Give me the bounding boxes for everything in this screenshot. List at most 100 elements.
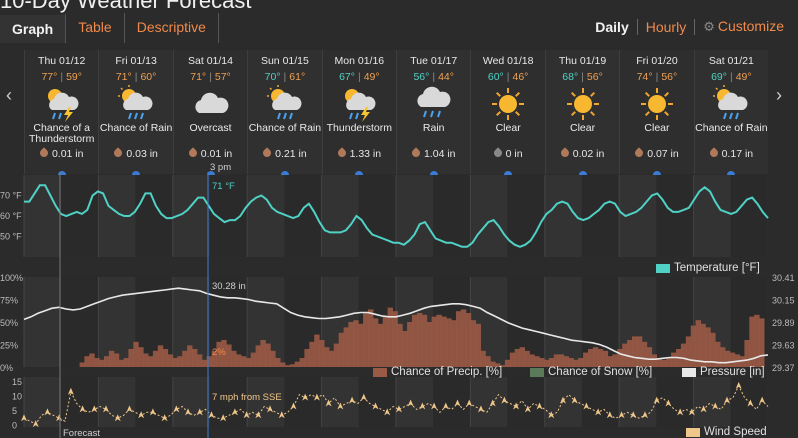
precip-bar bbox=[270, 350, 276, 367]
prev-arrow-icon[interactable]: ‹ bbox=[6, 85, 12, 105]
temp-separator: | bbox=[283, 71, 287, 83]
day-precip: 0 in bbox=[471, 147, 544, 160]
precip-bar bbox=[416, 313, 423, 367]
wind-tick-label: 15 bbox=[12, 377, 22, 387]
wind-tick-label: 10 bbox=[12, 392, 22, 402]
night-shade bbox=[358, 175, 396, 257]
temperature-tick-label: 50 °F bbox=[0, 232, 22, 242]
day-date: Fri 01/13 bbox=[115, 55, 157, 67]
raindrop-icon bbox=[335, 147, 348, 159]
precip-bar bbox=[79, 362, 85, 367]
day-column[interactable]: Wed 01/18 60° | 46° Clear 0 in bbox=[470, 50, 545, 177]
next-arrow-icon[interactable]: › bbox=[776, 85, 782, 105]
precip-bar bbox=[201, 359, 208, 367]
precip-bar bbox=[275, 358, 281, 367]
precip-legend[interactable]: Chance of Precip. [%] bbox=[373, 366, 502, 378]
precip-bar bbox=[280, 362, 286, 367]
day-strip: Thu 01/12 77° | 59° Chance of a Thunderstorm… bbox=[24, 50, 769, 177]
precip-bar bbox=[685, 336, 692, 367]
day-column[interactable]: Tue 01/17 56° | 44° Rain 1.04 in bbox=[396, 50, 471, 177]
pressure-swatch bbox=[682, 367, 696, 377]
day-column[interactable]: Sat 01/14 71° | 57° Overcast 0.01 in bbox=[172, 50, 248, 177]
snow-swatch bbox=[530, 367, 544, 377]
precip-bar bbox=[377, 323, 384, 367]
day-column[interactable]: Sun 01/15 70° | 61° Chance of Rain 0.21 in bbox=[247, 50, 322, 177]
forecast-charts[interactable]: 70 °F 60 °F 50 °F 100% 75% 50% 25% 0% 30.41 30.15… bbox=[0, 172, 798, 438]
tab-graph[interactable]: Graph bbox=[0, 13, 67, 43]
customize-button[interactable]: ⚙ Customize bbox=[695, 18, 792, 35]
precip-bar bbox=[255, 345, 261, 367]
precip-bar bbox=[456, 311, 462, 367]
tab-table[interactable]: Table bbox=[66, 13, 125, 43]
temperature-legend[interactable]: Temperature [°F] bbox=[656, 262, 760, 274]
precip-bar bbox=[636, 336, 643, 367]
daily-toggle[interactable]: Daily bbox=[595, 18, 629, 35]
precip-bar bbox=[226, 344, 232, 367]
night-shade bbox=[135, 175, 173, 257]
wind-arrow-icon bbox=[630, 411, 637, 419]
precip-bar bbox=[431, 316, 437, 367]
night-shade bbox=[61, 277, 99, 367]
temp-separator: | bbox=[729, 71, 733, 83]
day-column[interactable]: Mon 01/16 67° | 49° Thunderstorm 1.33 in bbox=[321, 50, 397, 177]
night-shade bbox=[433, 377, 471, 427]
day-condition: Chance of Rain bbox=[695, 122, 768, 134]
precip-bar bbox=[143, 353, 149, 367]
precip-bar bbox=[260, 340, 266, 367]
precip-bar bbox=[607, 356, 613, 367]
day-column[interactable]: Thu 01/19 68° | 56° Clear 0.02 in bbox=[544, 50, 620, 177]
day-column[interactable]: Thu 01/12 77° | 59° Chance of a Thunderstorm… bbox=[24, 50, 99, 177]
precip-bar bbox=[162, 349, 169, 367]
precip-bar bbox=[759, 318, 765, 367]
day-column[interactable]: Fri 01/13 71° | 60° Chance of Rain 0.03 in bbox=[98, 50, 173, 177]
precip-bar bbox=[627, 340, 633, 367]
temperature-tick-label: 70 °F bbox=[0, 191, 22, 201]
precip-bar bbox=[446, 318, 452, 367]
wind-arrow-icon bbox=[91, 405, 98, 413]
day-precip-amount: 0.07 in bbox=[647, 148, 679, 160]
wind-arrow-icon bbox=[126, 405, 133, 413]
precip-bar bbox=[294, 361, 301, 367]
snow-legend[interactable]: Chance of Snow [%] bbox=[530, 366, 652, 378]
precip-bar bbox=[563, 356, 569, 367]
tab-descriptive[interactable]: Descriptive bbox=[125, 13, 219, 43]
day-precip-amount: 1.04 in bbox=[423, 148, 456, 160]
day-high: 60° bbox=[487, 71, 504, 83]
day-precip-amount: 0 in bbox=[505, 148, 523, 160]
day-temps: 68° | 56° bbox=[546, 71, 619, 83]
wind-arrow-icon bbox=[747, 399, 754, 407]
toggle-divider bbox=[636, 18, 638, 35]
precip-bar bbox=[617, 349, 623, 367]
precip-bar bbox=[108, 350, 115, 367]
wind-arrow-icon bbox=[313, 393, 320, 401]
wind-arrow-icon bbox=[173, 405, 180, 413]
day-high: 71° bbox=[190, 71, 207, 83]
day-condition: Thunderstorm bbox=[326, 122, 392, 134]
night-shade bbox=[61, 377, 99, 427]
precip-bar bbox=[729, 352, 736, 367]
wind-legend[interactable]: Wind Speed bbox=[686, 426, 767, 438]
pressure-legend[interactable]: Pressure [in] bbox=[682, 366, 765, 378]
hourly-toggle[interactable]: Hourly bbox=[645, 18, 687, 35]
temp-separator: | bbox=[655, 71, 659, 83]
day-condition: Chance of Rain bbox=[248, 122, 322, 134]
day-column[interactable]: Sat 01/21 69° | 49° Chance of Rain 0.17 in bbox=[693, 50, 769, 177]
precip-bar bbox=[583, 352, 589, 367]
day-high: 70° bbox=[264, 71, 281, 83]
precip-bar bbox=[490, 361, 496, 367]
cursor-precip-label: 2% bbox=[212, 347, 226, 358]
day-date: Sat 01/14 bbox=[188, 55, 233, 67]
night-shade bbox=[581, 377, 619, 427]
temp-separator: | bbox=[60, 71, 64, 83]
wind-arrow-icon bbox=[267, 405, 274, 413]
moon-phase-icon bbox=[355, 171, 364, 177]
day-precip: 0.21 in bbox=[248, 147, 321, 160]
precip-bar bbox=[84, 356, 90, 367]
precip-bar bbox=[524, 350, 530, 367]
day-precip: 0.07 in bbox=[620, 147, 693, 160]
thunderstorm-icon bbox=[25, 85, 98, 123]
precip-bar bbox=[167, 354, 173, 367]
day-column[interactable]: Fri 01/20 74° | 56° Clear 0.07 in bbox=[619, 50, 694, 177]
temperature-line bbox=[24, 184, 769, 248]
day-date: Thu 01/12 bbox=[38, 55, 86, 67]
